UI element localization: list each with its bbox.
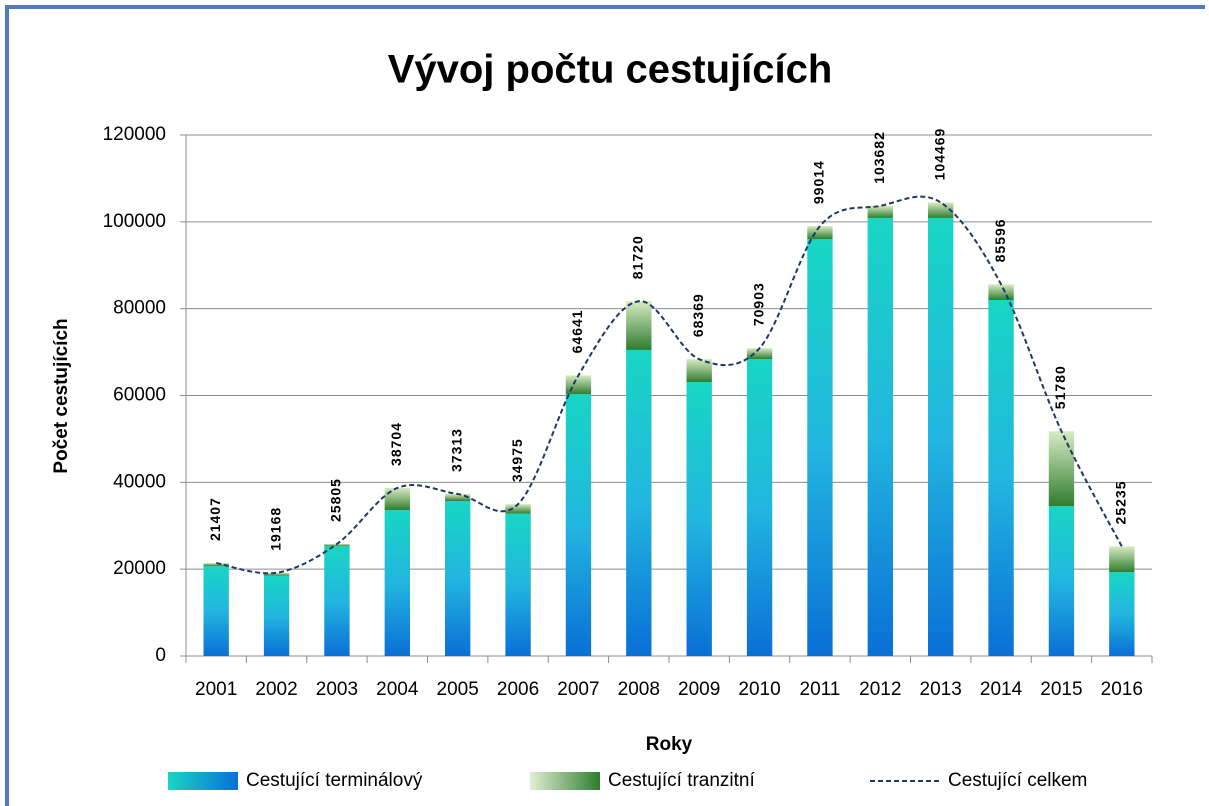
total-line [216, 195, 1123, 575]
x-tick-label: 2014 [980, 679, 1023, 700]
data-label: 37313 [448, 428, 464, 472]
data-label: 21407 [207, 497, 223, 541]
data-label: 99014 [811, 160, 827, 204]
data-label: 38704 [388, 422, 404, 466]
bar [384, 487, 410, 511]
x-tick-label: 2009 [678, 679, 720, 700]
data-label: 104469 [931, 128, 947, 181]
x-tick-label: 2016 [1101, 679, 1143, 700]
bar [867, 205, 893, 218]
legend-label: Cestující celkem [948, 770, 1087, 791]
data-label: 25235 [1113, 481, 1129, 525]
data-label: 68369 [690, 293, 706, 337]
x-tick-label: 2012 [859, 679, 901, 700]
bar [988, 284, 1014, 300]
bar [746, 359, 773, 656]
bar [384, 510, 410, 656]
data-label: 81720 [630, 235, 646, 279]
x-tick-label: 2010 [738, 679, 780, 700]
y-tick-label: 120000 [103, 124, 166, 145]
bar [928, 217, 954, 656]
bar [565, 394, 592, 656]
x-tick-label: 2004 [376, 679, 419, 700]
x-tick-label: 2013 [920, 679, 962, 700]
data-label: 34975 [509, 438, 525, 482]
bar [746, 348, 773, 360]
x-tick-label: 2003 [316, 679, 358, 700]
y-tick-label: 40000 [113, 471, 166, 492]
x-axis-label: Roky [646, 734, 693, 755]
bar [626, 301, 652, 350]
y-tick-label: 100000 [103, 211, 166, 232]
x-tick-label: 2001 [195, 679, 237, 700]
bar [505, 513, 531, 656]
bar [626, 349, 652, 656]
bar [686, 382, 712, 656]
bar [263, 575, 290, 656]
x-tick-label: 2002 [255, 679, 297, 700]
data-label: 51780 [1052, 365, 1068, 409]
bar [203, 566, 229, 656]
bar [807, 226, 833, 240]
data-label: 70903 [750, 282, 766, 326]
y-tick-label: 80000 [113, 298, 166, 319]
data-label: 103682 [871, 131, 887, 184]
bar [445, 501, 471, 656]
legend-swatch [530, 772, 600, 790]
frame [5, 5, 1205, 806]
bar [324, 546, 350, 656]
data-label: 25805 [328, 478, 344, 522]
bar [988, 299, 1014, 656]
bar [867, 217, 893, 656]
bar [203, 563, 229, 567]
y-axis-label: Počet cestujících [51, 318, 72, 473]
y-tick-label: 20000 [113, 558, 166, 579]
bar [505, 504, 531, 514]
bar [1048, 506, 1075, 656]
chart-title: Vývoj počtu cestujících [388, 48, 833, 92]
x-tick-label: 2007 [557, 679, 599, 700]
bar [1109, 572, 1135, 656]
data-label: 19168 [267, 507, 283, 551]
bar [686, 359, 712, 383]
bar [445, 493, 471, 502]
bar [263, 572, 290, 576]
bar [565, 375, 592, 395]
x-tick-label: 2006 [497, 679, 539, 700]
legend-label: Cestující tranzitní [608, 770, 755, 791]
x-tick-label: 2005 [437, 679, 479, 700]
data-label: 85596 [992, 218, 1008, 262]
legend-label: Cestující terminálový [246, 770, 423, 791]
bar [807, 239, 833, 656]
y-tick-label: 0 [155, 645, 166, 666]
legend-swatch [168, 772, 238, 790]
x-tick-label: 2011 [800, 679, 841, 700]
bar [1109, 546, 1135, 573]
bar [1048, 431, 1075, 507]
y-tick-label: 60000 [113, 385, 166, 406]
x-tick-label: 2008 [618, 679, 660, 700]
data-label: 64641 [569, 309, 585, 353]
x-tick-label: 2015 [1040, 679, 1082, 700]
